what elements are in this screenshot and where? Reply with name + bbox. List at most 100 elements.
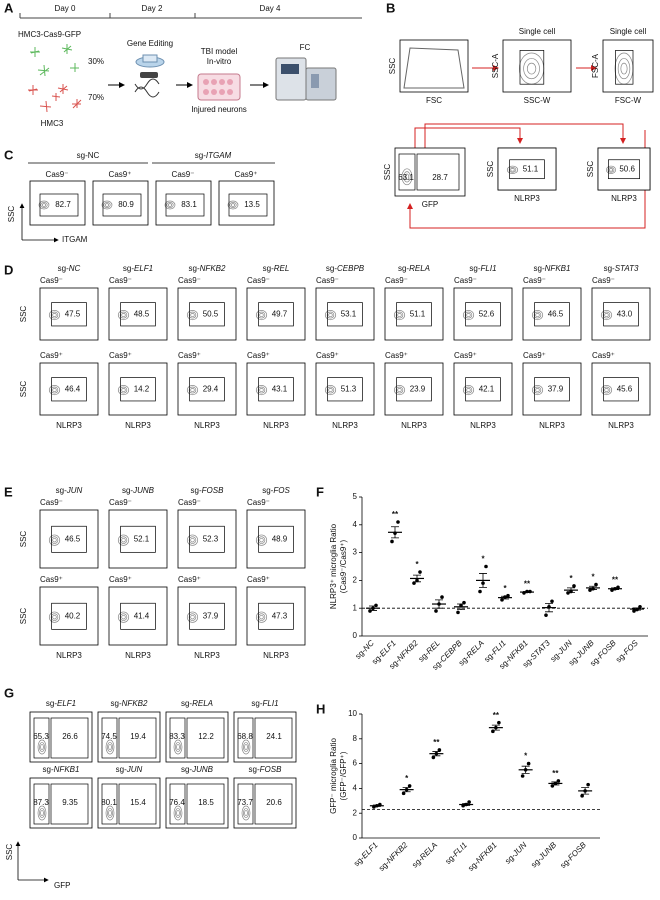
cell-cluster bbox=[39, 808, 45, 818]
gate bbox=[189, 525, 225, 553]
x-axis-label: ITGAM bbox=[62, 235, 88, 244]
gate bbox=[189, 602, 225, 630]
cell-cluster bbox=[108, 810, 112, 816]
gate-value: 9.35 bbox=[62, 798, 78, 807]
cell-cluster bbox=[103, 202, 111, 208]
data-point bbox=[434, 609, 438, 613]
significance: ** bbox=[433, 738, 440, 747]
gate-value: 74.5 bbox=[101, 732, 117, 741]
step-label: Gene Editing bbox=[127, 39, 173, 48]
x-axis-label: NLRP3 bbox=[401, 421, 427, 430]
cell-cluster bbox=[166, 202, 174, 208]
cell-cluster bbox=[324, 310, 337, 321]
gate-value: 37.9 bbox=[203, 612, 219, 621]
y-tick-label: 6 bbox=[353, 759, 358, 768]
group-label: sg-NC bbox=[77, 151, 100, 160]
x-axis-label: GFP bbox=[422, 200, 438, 209]
cell-cluster bbox=[50, 613, 59, 621]
cell-cluster bbox=[531, 385, 544, 396]
condition-label: Cas9⁺ bbox=[109, 575, 132, 584]
gate-value: 14.2 bbox=[134, 385, 150, 394]
data-point bbox=[500, 598, 504, 602]
gate bbox=[465, 302, 501, 327]
cell-cluster bbox=[121, 388, 126, 393]
cell-cluster bbox=[259, 388, 264, 393]
cell-cluster bbox=[257, 386, 266, 394]
x-axis-label: NLRP3 bbox=[608, 421, 634, 430]
gate-value: 51.1 bbox=[410, 310, 426, 319]
x-axis-label: NLRP3 bbox=[56, 421, 82, 430]
cell-cluster bbox=[121, 537, 126, 543]
gate bbox=[50, 717, 89, 759]
cell-cluster bbox=[506, 165, 519, 174]
gate-value: 50.5 bbox=[203, 310, 219, 319]
error-bar bbox=[479, 573, 487, 588]
cell-cluster bbox=[464, 386, 473, 394]
cell-cluster bbox=[526, 62, 537, 75]
error-bar bbox=[462, 803, 471, 807]
y-axis-title: NLRP3⁺ microglia Ratio bbox=[329, 523, 338, 609]
cell-cluster bbox=[39, 742, 45, 752]
cell-line: HMC3-Cas9-GFP bbox=[18, 30, 81, 39]
cell-cluster bbox=[190, 313, 195, 318]
cell-cluster bbox=[604, 388, 609, 393]
y-axis-title: GFP⁻ microglia Ratio bbox=[329, 738, 338, 814]
cell-cluster bbox=[255, 534, 268, 546]
condition-label: Cas9⁻ bbox=[40, 276, 63, 285]
guide-label: sg-RELA bbox=[181, 699, 213, 708]
data-point bbox=[544, 613, 548, 617]
gate-value: 23.9 bbox=[410, 385, 426, 394]
guide-label: sg-FOSB bbox=[558, 840, 588, 870]
guide-label: sg-JUN bbox=[503, 840, 528, 865]
cell-cluster bbox=[190, 388, 195, 393]
error-bar bbox=[633, 607, 641, 611]
x-axis-label: NLRP3 bbox=[194, 651, 220, 660]
x-axis-label: NLRP3 bbox=[263, 421, 289, 430]
y-axis-label: FSC-A bbox=[591, 53, 600, 78]
gate bbox=[51, 525, 87, 553]
cell-cluster bbox=[508, 167, 517, 173]
gate-value: 37.9 bbox=[548, 385, 564, 394]
guide-label: sg-STAT3 bbox=[604, 264, 639, 273]
cell-cluster bbox=[190, 614, 195, 620]
cell-cluster bbox=[255, 611, 268, 623]
gate bbox=[33, 717, 50, 759]
cell-cluster bbox=[464, 311, 473, 319]
facs-frame bbox=[453, 362, 513, 416]
panel-a-icons bbox=[19, 13, 362, 113]
guide-label: sg-NFKB1 bbox=[534, 264, 571, 273]
cell-cluster bbox=[523, 58, 540, 80]
gate-value: 28.7 bbox=[432, 173, 448, 182]
gate-value: 18.5 bbox=[198, 798, 214, 807]
x-axis-label: NLRP3 bbox=[332, 421, 358, 430]
cell-cluster bbox=[462, 310, 475, 321]
cell-cluster bbox=[255, 310, 268, 321]
cell-cluster bbox=[52, 313, 57, 318]
gate bbox=[186, 783, 225, 825]
gate bbox=[51, 377, 87, 402]
condition-label: Cas9⁻ bbox=[385, 276, 408, 285]
gate bbox=[254, 783, 293, 825]
gate bbox=[120, 525, 156, 553]
cell-cluster bbox=[108, 744, 112, 750]
gate-value: 65.3 bbox=[33, 732, 49, 741]
gate bbox=[509, 159, 545, 180]
gate bbox=[465, 377, 501, 402]
step-label: Injured neurons bbox=[191, 105, 247, 114]
y-tick-label: 8 bbox=[353, 734, 358, 743]
facs-frame bbox=[394, 147, 466, 197]
guide-label: sg-CEBPB bbox=[326, 264, 365, 273]
data-point bbox=[580, 794, 584, 798]
error-bar bbox=[581, 787, 590, 795]
panel-letter: B bbox=[386, 0, 395, 15]
data-point bbox=[572, 584, 576, 588]
gate bbox=[396, 377, 432, 402]
cell-cluster bbox=[393, 385, 406, 396]
y-axis-label: SSC bbox=[383, 164, 392, 181]
y-tick-label: 2 bbox=[353, 808, 358, 817]
significance: ** bbox=[493, 711, 500, 720]
cell-cluster bbox=[101, 200, 113, 210]
error-bar bbox=[372, 804, 381, 807]
cell-cluster bbox=[259, 537, 264, 543]
